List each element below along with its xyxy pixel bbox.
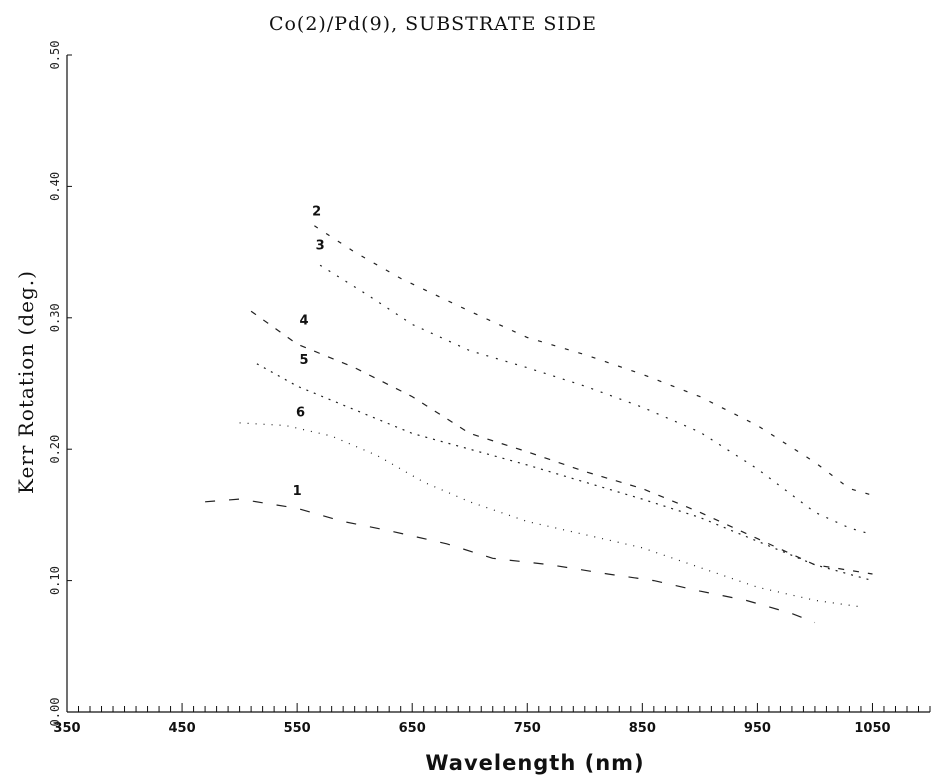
series-lines	[205, 225, 873, 624]
series-label-6: 6	[296, 405, 305, 420]
y-tick-label: 0.10	[48, 566, 62, 595]
axes	[66, 55, 930, 713]
y-tick-label: 0.50	[48, 41, 62, 70]
x-tick-labels: 350 450 550 650 750 850 950 1050	[53, 721, 890, 736]
series-line-5	[256, 363, 873, 582]
x-tick-label: 350	[53, 721, 80, 736]
x-tick-label: 650	[399, 721, 426, 736]
y-tick-label: 0.40	[48, 172, 62, 201]
series-labels: 1 2 3 4 5 6	[293, 204, 325, 499]
y-axis-label: Kerr Rotation (deg.)	[14, 270, 38, 494]
chart-title: Co(2)/Pd(9), SUBSTRATE SIDE	[269, 13, 597, 35]
series-label-5: 5	[300, 353, 309, 368]
series-line-6	[239, 422, 862, 608]
x-tick-label: 550	[284, 721, 311, 736]
series-label-1: 1	[293, 484, 302, 499]
y-tick-labels: 0.00 0.10 0.20 0.30 0.40 0.50	[48, 41, 72, 727]
x-tick-label: 850	[629, 721, 656, 736]
y-tick-label: 0.30	[48, 303, 62, 332]
series-line-2	[314, 225, 873, 496]
x-tick-label: 450	[168, 721, 195, 736]
x-axis-label: Wavelength (nm)	[425, 751, 644, 775]
series-label-2: 2	[312, 204, 321, 219]
y-tick-label: 0.20	[48, 435, 62, 464]
series-label-3: 3	[316, 238, 325, 253]
series-line-4	[250, 310, 873, 575]
series-label-4: 4	[300, 313, 309, 328]
x-tick-label: 750	[514, 721, 541, 736]
x-tick-label: 950	[744, 721, 771, 736]
x-tick-label: 1050	[854, 721, 890, 736]
x-minor-ticks	[66, 703, 931, 712]
series-line-3	[319, 264, 873, 536]
series-line-1	[205, 498, 816, 624]
y-tick-label: 0.00	[48, 698, 62, 727]
